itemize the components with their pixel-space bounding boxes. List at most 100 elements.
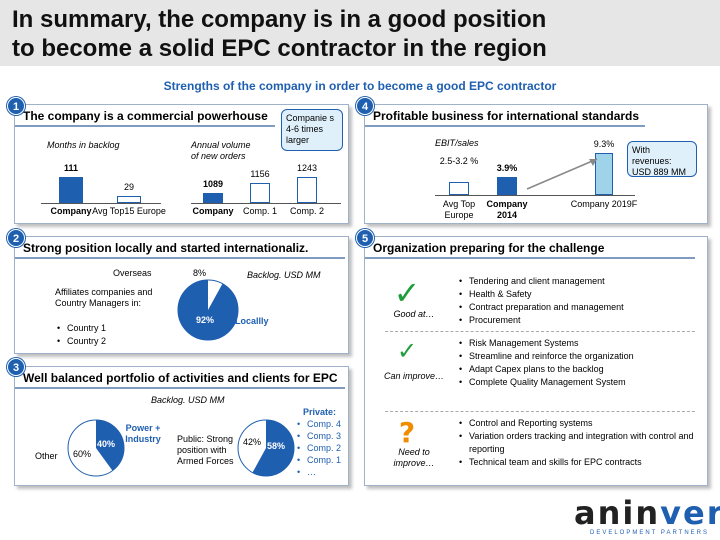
public-label: Public: Strong position with Armed Force…: [177, 434, 234, 466]
private-title: Private:: [303, 407, 337, 417]
bar-category-label: Comp. 1: [242, 206, 277, 216]
panel-title: Organization preparing for the challenge: [365, 237, 695, 259]
local-label: Locallly: [235, 316, 269, 326]
panel-portfolio: Well balanced portfolio of activities an…: [14, 366, 349, 486]
title-line-1: In summary, the company is in a good pos…: [12, 6, 547, 33]
bar-category-label: Avg Top15 Europe: [92, 206, 166, 216]
panel-position: Strong position locally and started inte…: [14, 236, 349, 354]
bar-category-label: Company: [192, 206, 234, 216]
page-title: In summary, the company is in a good pos…: [12, 5, 712, 63]
ebit-bar: [497, 177, 517, 195]
volume-bar: [250, 183, 270, 203]
panel-profitable: Profitable business for international st…: [364, 104, 708, 224]
bar-value-label: 111: [63, 163, 79, 173]
backlog-unit: Backlog. USD MM: [247, 270, 321, 280]
row-separator: [385, 331, 695, 332]
x-axis: [435, 195, 635, 196]
backlog-bar: [117, 196, 141, 203]
bar-value-label: 29: [123, 182, 134, 192]
bar-value-label: 9.3%: [593, 139, 615, 149]
panel-title: Profitable business for international st…: [365, 105, 645, 127]
list-item: Technical team and skills for EPC contra…: [457, 456, 697, 469]
panel-number-5: 5: [356, 229, 374, 247]
row-label: Good at…: [393, 309, 435, 319]
activity-pie-chart: [67, 419, 125, 477]
row-items: Risk Management SystemsStreamline and re…: [457, 337, 697, 389]
panel-number-3: 3: [7, 358, 25, 376]
bar-value-label: 2.5-3.2 %: [439, 156, 479, 166]
list-item: Adapt Capex plans to the backlog: [457, 363, 697, 376]
question-icon: ?: [398, 416, 416, 449]
bar-value-label: 1243: [296, 163, 318, 173]
panel-number-1: 1: [7, 97, 25, 115]
list-item: …: [295, 466, 341, 478]
main-pct: 40%: [97, 439, 116, 449]
backlog-unit: Backlog. USD MM: [151, 395, 225, 405]
title-line-2: to become a solid EPC contractor in the …: [12, 35, 547, 62]
volume-bar: [203, 193, 223, 203]
row-label: Need to improve…: [393, 447, 435, 468]
private-pct: 58%: [267, 441, 286, 451]
volume-label-line-2: of new orders: [191, 151, 246, 161]
volume-label: Annual volume of new orders: [191, 140, 281, 162]
bar-category-label: Company 2019F: [570, 199, 638, 209]
list-item: Procurement: [457, 314, 697, 327]
bar-category-label: Company 2014: [486, 199, 528, 220]
local-pie-chart: [177, 279, 239, 341]
list-item: Control and Reporting systems: [457, 417, 697, 430]
row-separator: [385, 411, 695, 412]
revenue-callout: With revenues: USD 889 MM: [627, 141, 697, 177]
row-items: Tendering and client managementHealth & …: [457, 275, 697, 327]
bar-category-label: Avg Top Europe: [442, 199, 476, 220]
other-pct: 60%: [73, 449, 92, 459]
list-item: Comp. 4: [295, 418, 341, 430]
pie-slice-main: [96, 420, 125, 471]
list-item: Comp. 2: [295, 442, 341, 454]
volume-bar: [297, 177, 317, 203]
other-label: Other: [35, 451, 58, 461]
growth-arrow: [526, 158, 598, 190]
row-label: Can improve…: [383, 371, 445, 381]
backlog-label: Months in backlog: [47, 140, 120, 150]
title-band: [0, 0, 720, 66]
pie-slice-main: [252, 420, 294, 476]
list-item: Tendering and client management: [457, 275, 697, 288]
bar-value-label: 3.9%: [496, 163, 518, 173]
main-label: Power + Industry: [125, 423, 161, 444]
list-item: Contract preparation and management: [457, 301, 697, 314]
list-item: Country 2: [55, 335, 106, 348]
panel-organization: Organization preparing for the challenge…: [364, 236, 708, 486]
company-logo: aninver: [574, 494, 720, 532]
panel-title: The company is a commercial powerhouse: [15, 105, 275, 127]
affiliates-text: Affiliates companies and Country Manager…: [55, 287, 153, 308]
x-axis: [191, 203, 341, 204]
overseas-pct: 8%: [193, 268, 207, 278]
row-items: Control and Reporting systemsVariation o…: [457, 417, 697, 469]
check-icon: ✓: [393, 274, 421, 312]
bar-value-label: 1089: [202, 179, 224, 189]
ebit-bar: [595, 153, 613, 195]
list-item: Health & Safety: [457, 288, 697, 301]
country-list: Country 1 Country 2: [55, 322, 106, 348]
panel-title: Well balanced portfolio of activities an…: [15, 367, 345, 389]
list-item: Country 1: [55, 322, 106, 335]
list-item: Comp. 3: [295, 430, 341, 442]
list-item: Complete Quality Management System: [457, 376, 697, 389]
list-item: Comp. 1: [295, 454, 341, 466]
list-item: Streamline and reinforce the organizatio…: [457, 350, 697, 363]
x-axis: [41, 203, 161, 204]
bar-value-label: 1156: [250, 169, 270, 179]
panel-commercial: The company is a commercial powerhouse M…: [14, 104, 349, 224]
overseas-label: Overseas: [113, 268, 152, 278]
logo-tagline: DEVELOPMENT PARTNERS: [590, 530, 710, 536]
list-item: Variation orders tracking and integratio…: [457, 430, 697, 456]
client-pie-chart: [237, 419, 295, 477]
panel-number-2: 2: [7, 229, 25, 247]
panel-title: Strong position locally and started inte…: [15, 237, 345, 259]
pie-slice-main: [178, 280, 238, 340]
volume-label-line-1: Annual volume: [191, 140, 251, 150]
bar-category-label: Company: [50, 206, 92, 216]
list-item: Risk Management Systems: [457, 337, 697, 350]
larger-callout: Companie s 4-6 times larger: [281, 109, 343, 151]
